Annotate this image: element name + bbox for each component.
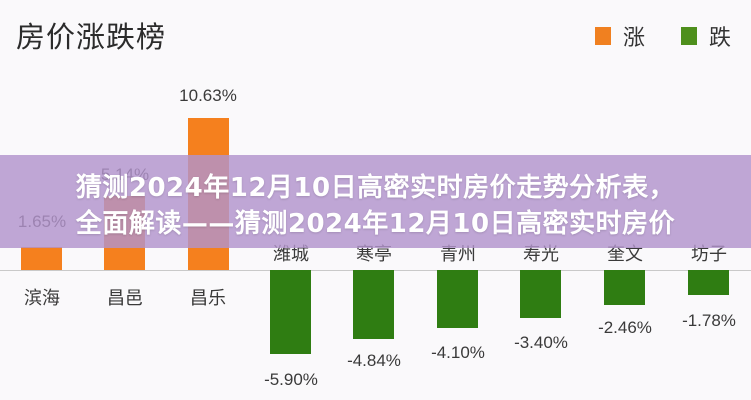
value-label-weicheng: -5.90% xyxy=(264,370,318,389)
article-title-banner: 猜测2024年12月10日高密实时房价走势分析表， 全面解读——猜测2024年1… xyxy=(0,155,751,248)
category-label-kuiwen: 奎文 xyxy=(607,244,643,265)
value-label-shouguang: -3.40% xyxy=(514,333,568,352)
value-label-qingzhou: -4.10% xyxy=(431,343,485,362)
chart-legend: 涨 跌 xyxy=(594,20,731,52)
category-label-shouguang: 寿光 xyxy=(523,244,559,265)
category-label-qingzhou: 青州 xyxy=(440,244,476,265)
chart-title: 房价涨跌榜 xyxy=(16,20,167,54)
value-label-fangzi: -1.78% xyxy=(682,311,736,330)
category-label-hanting: 寒亭 xyxy=(356,244,392,265)
bar-binhai xyxy=(21,247,62,270)
value-label-changle: 10.63% xyxy=(179,86,237,105)
category-label-weicheng: 潍城 xyxy=(273,244,309,265)
value-label-hanting: -4.84% xyxy=(347,351,401,370)
bar-fangzi xyxy=(688,270,729,295)
bar-hanting xyxy=(353,270,394,339)
category-label-changle: 昌乐 xyxy=(190,288,226,309)
legend-item-rise: 涨 xyxy=(594,20,645,52)
category-label-changyi: 昌邑 xyxy=(107,288,143,309)
legend-label-rise: 涨 xyxy=(622,26,645,51)
article-title-line-1: 猜测2024年12月10日高密实时房价走势分析表， xyxy=(75,173,676,203)
bar-shouguang xyxy=(520,270,561,318)
category-label-fangzi: 坊子 xyxy=(691,244,727,265)
article-title-line-2: 全面解读——猜测2024年12月10日高密实时房价 xyxy=(75,209,676,239)
fall-swatch-icon xyxy=(680,27,697,45)
legend-item-fall: 跌 xyxy=(680,20,731,52)
category-label-binhai: 滨海 xyxy=(24,288,60,309)
bar-qingzhou xyxy=(437,270,478,328)
value-label-kuiwen: -2.46% xyxy=(598,318,652,337)
rise-swatch-icon xyxy=(594,27,611,45)
legend-label-fall: 跌 xyxy=(708,26,731,51)
bar-kuiwen xyxy=(604,270,645,305)
bar-weicheng xyxy=(270,270,311,354)
